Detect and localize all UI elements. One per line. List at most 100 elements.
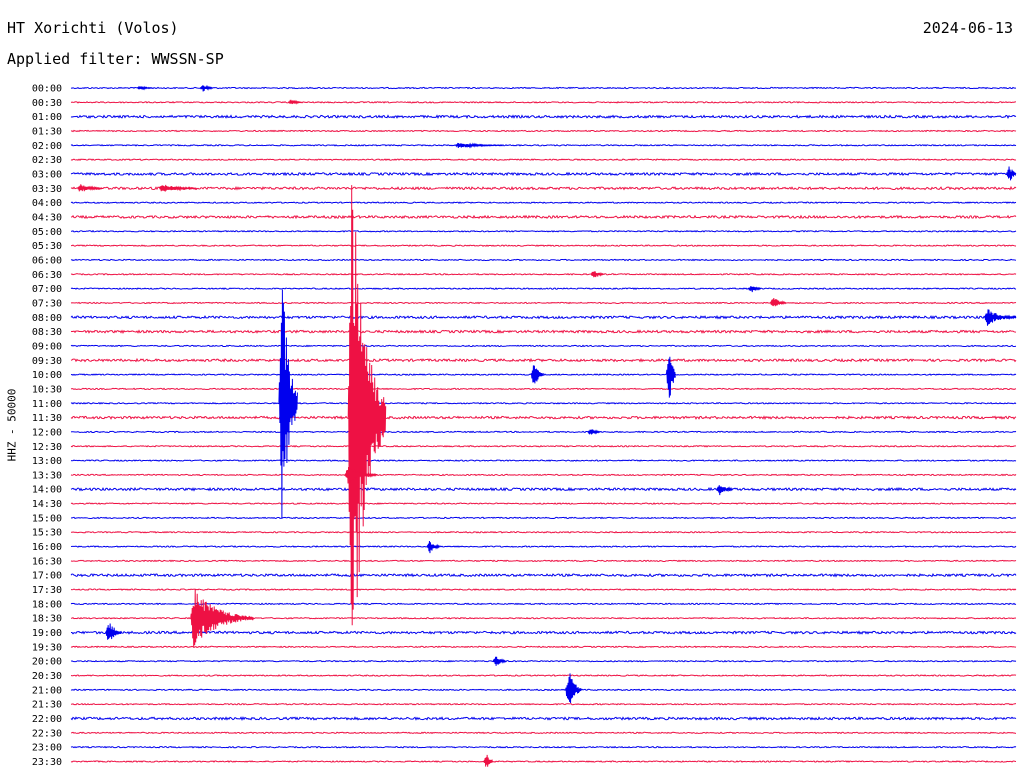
trace-row-0800 xyxy=(70,315,1017,320)
event-burst-11 xyxy=(530,365,544,384)
trace-row-1130 xyxy=(70,415,1017,420)
event-burst-19 xyxy=(190,589,255,647)
event-burst-14 xyxy=(347,185,387,626)
filter-name: WWSSN-SP xyxy=(151,50,224,68)
row-time-label: 13:00 xyxy=(32,456,62,467)
trace-row-0000 xyxy=(70,86,1017,90)
row-time-label: 02:30 xyxy=(32,155,62,166)
trace-row-0230 xyxy=(70,158,1017,161)
trace-row-0600 xyxy=(70,258,1017,262)
event-burst-20 xyxy=(105,623,122,640)
row-time-label: 14:00 xyxy=(32,485,62,496)
row-time-label: 22:30 xyxy=(32,728,62,739)
trace-row-1030 xyxy=(70,387,1017,391)
trace-row-0330 xyxy=(70,185,1017,191)
date-label: 2024-06-13 xyxy=(922,19,1013,37)
trace-row-1700 xyxy=(70,572,1017,578)
trace-row-0400 xyxy=(70,201,1017,204)
trace-row-2330 xyxy=(70,760,1017,763)
trace-row-1930 xyxy=(70,645,1017,649)
row-time-label: 16:30 xyxy=(32,556,62,567)
row-time-label: 17:00 xyxy=(32,571,62,582)
trace-row-0430 xyxy=(70,214,1017,220)
row-time-label: 13:30 xyxy=(32,470,62,481)
trace-row-1100 xyxy=(70,401,1017,405)
row-time-label: 11:00 xyxy=(32,399,62,410)
event-burst-17 xyxy=(716,485,733,496)
event-burst-12 xyxy=(665,356,676,398)
trace-row-0700 xyxy=(70,287,1017,290)
event-burst-8 xyxy=(747,286,762,293)
trace-row-2030 xyxy=(70,674,1017,677)
row-time-label: 03:30 xyxy=(32,184,62,195)
trace-row-1330 xyxy=(70,473,1017,477)
trace-row-0530 xyxy=(70,244,1017,247)
event-burst-1 xyxy=(199,84,214,92)
row-time-label: 22:00 xyxy=(32,714,62,725)
row-time-label: 08:30 xyxy=(32,327,62,338)
row-time-label: 05:00 xyxy=(32,227,62,238)
trace-row-1230 xyxy=(70,444,1017,448)
trace-row-0830 xyxy=(70,329,1017,334)
row-time-label: 18:30 xyxy=(32,614,62,625)
trace-row-0500 xyxy=(70,229,1017,233)
row-time-label: 00:30 xyxy=(32,98,62,109)
event-burst-5 xyxy=(76,184,103,192)
row-time-label: 19:30 xyxy=(32,642,62,653)
row-time-label: 20:30 xyxy=(32,671,62,682)
row-time-label: 04:00 xyxy=(32,198,62,209)
trace-row-1430 xyxy=(70,502,1017,505)
event-burst-4 xyxy=(1006,166,1017,181)
trace-row-2200 xyxy=(70,716,1017,721)
trace-row-0200 xyxy=(70,144,1017,147)
event-burst-2 xyxy=(288,99,302,105)
row-time-label: 14:30 xyxy=(32,499,62,510)
event-burst-23 xyxy=(483,754,494,767)
row-time-label: 23:00 xyxy=(32,743,62,754)
trace-row-1200 xyxy=(70,430,1017,434)
trace-row-0630 xyxy=(70,273,1017,276)
row-time-label: 01:00 xyxy=(32,112,62,123)
event-burst-21 xyxy=(492,656,507,666)
row-time-label: 04:30 xyxy=(32,212,62,223)
trace-row-0730 xyxy=(70,301,1017,305)
trace-row-0100 xyxy=(70,114,1017,120)
station-title: HT Xorichti (Volos) xyxy=(7,19,179,37)
row-time-label: 21:30 xyxy=(32,700,62,711)
row-time-label: 07:00 xyxy=(32,284,62,295)
row-time-label: 15:00 xyxy=(32,513,62,524)
trace-row-1730 xyxy=(70,588,1017,591)
row-time-label: 17:30 xyxy=(32,585,62,596)
row-time-label: 23:30 xyxy=(32,757,62,768)
filter-prefix: Applied filter: xyxy=(7,50,152,68)
row-time-label: 18:00 xyxy=(32,599,62,610)
row-time-label: 12:30 xyxy=(32,442,62,453)
event-burst-13 xyxy=(278,289,298,519)
row-time-label: 10:00 xyxy=(32,370,62,381)
event-burst-10 xyxy=(984,309,1017,326)
row-time-label: 06:30 xyxy=(32,270,62,281)
event-burst-16 xyxy=(344,467,377,484)
trace-row-2300 xyxy=(70,745,1017,749)
row-time-label: 03:00 xyxy=(32,169,62,180)
trace-row-2230 xyxy=(70,731,1017,735)
event-burst-15 xyxy=(587,429,601,435)
row-time-label: 01:30 xyxy=(32,126,62,137)
row-time-label: 09:00 xyxy=(32,341,62,352)
event-burst-7 xyxy=(590,271,604,278)
row-time-label: 02:00 xyxy=(32,141,62,152)
event-burst-22 xyxy=(565,673,582,703)
row-time-label: 15:30 xyxy=(32,528,62,539)
row-time-label: 11:30 xyxy=(32,413,62,424)
trace-row-0130 xyxy=(70,129,1017,133)
trace-row-1300 xyxy=(70,459,1017,462)
trace-row-0900 xyxy=(70,344,1017,348)
trace-row-1800 xyxy=(70,602,1017,606)
trace-row-0300 xyxy=(70,171,1017,177)
trace-row-1600 xyxy=(70,545,1017,548)
row-time-label: 19:00 xyxy=(32,628,62,639)
row-time-label: 08:00 xyxy=(32,313,62,324)
row-time-label: 06:00 xyxy=(32,255,62,266)
trace-row-1400 xyxy=(70,486,1017,492)
